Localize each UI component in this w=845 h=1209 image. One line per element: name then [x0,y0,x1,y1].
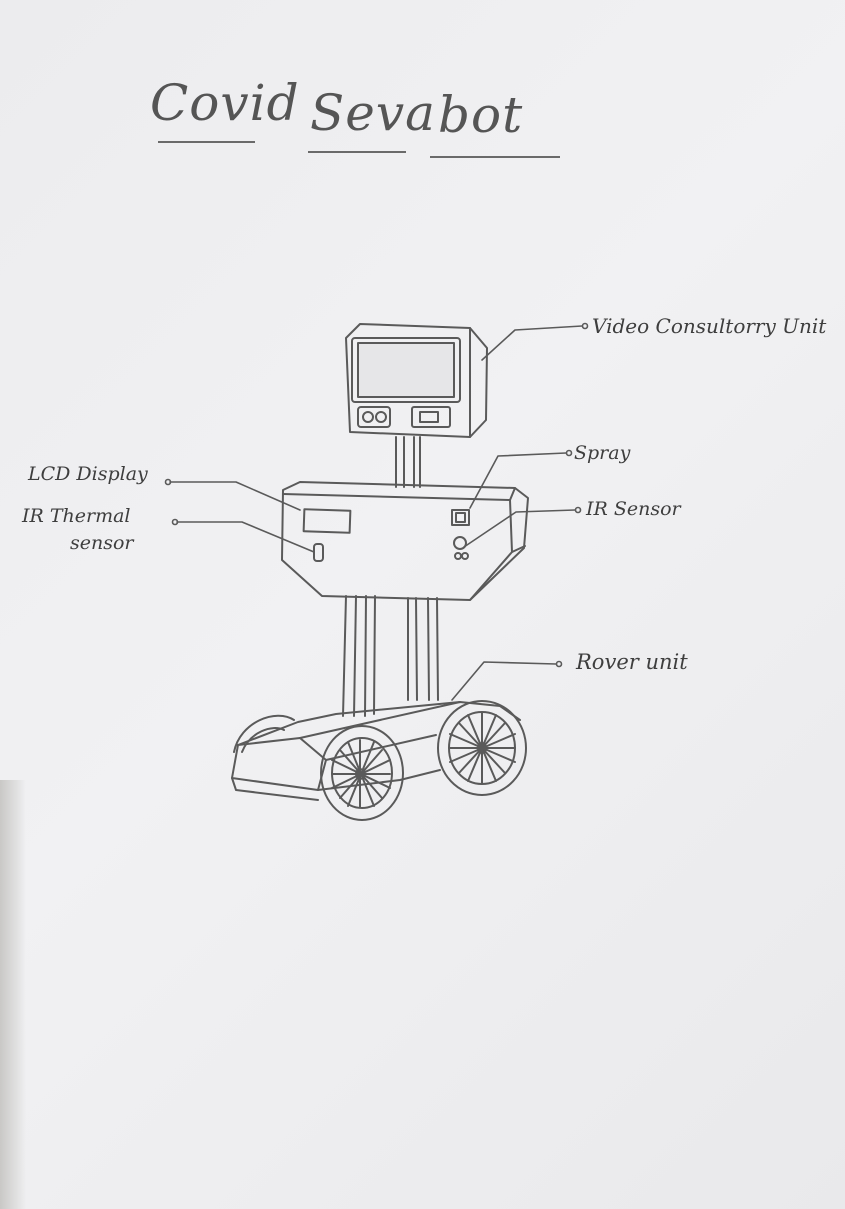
label-ir-thermal: IR Thermal [22,505,131,527]
front-wheel [320,725,404,821]
video-monitor [345,323,488,438]
label-ir-sensor: IR Sensor [586,498,681,520]
paper-shadow [0,780,26,1209]
rear-wheel [437,700,527,796]
leader-lines [164,322,589,701]
title-word-bot: bot [438,86,524,144]
robot-body [281,481,529,601]
label-spray: Spray [574,442,631,464]
title-underline-covid [158,141,255,143]
label-ir-thermal-sensor: sensor [70,532,134,554]
neck [395,436,421,488]
label-lcd-display: LCD Display [28,463,148,485]
label-rover-unit: Rover unit [576,650,688,674]
title-underline-seva [308,151,406,153]
title-word-covid: Covid [150,74,300,132]
label-video-consult-unit: Video Consultorry Unit [592,314,827,338]
title-underline-bot [430,156,560,158]
legs [342,595,439,717]
title-word-seva: Seva [310,84,436,142]
